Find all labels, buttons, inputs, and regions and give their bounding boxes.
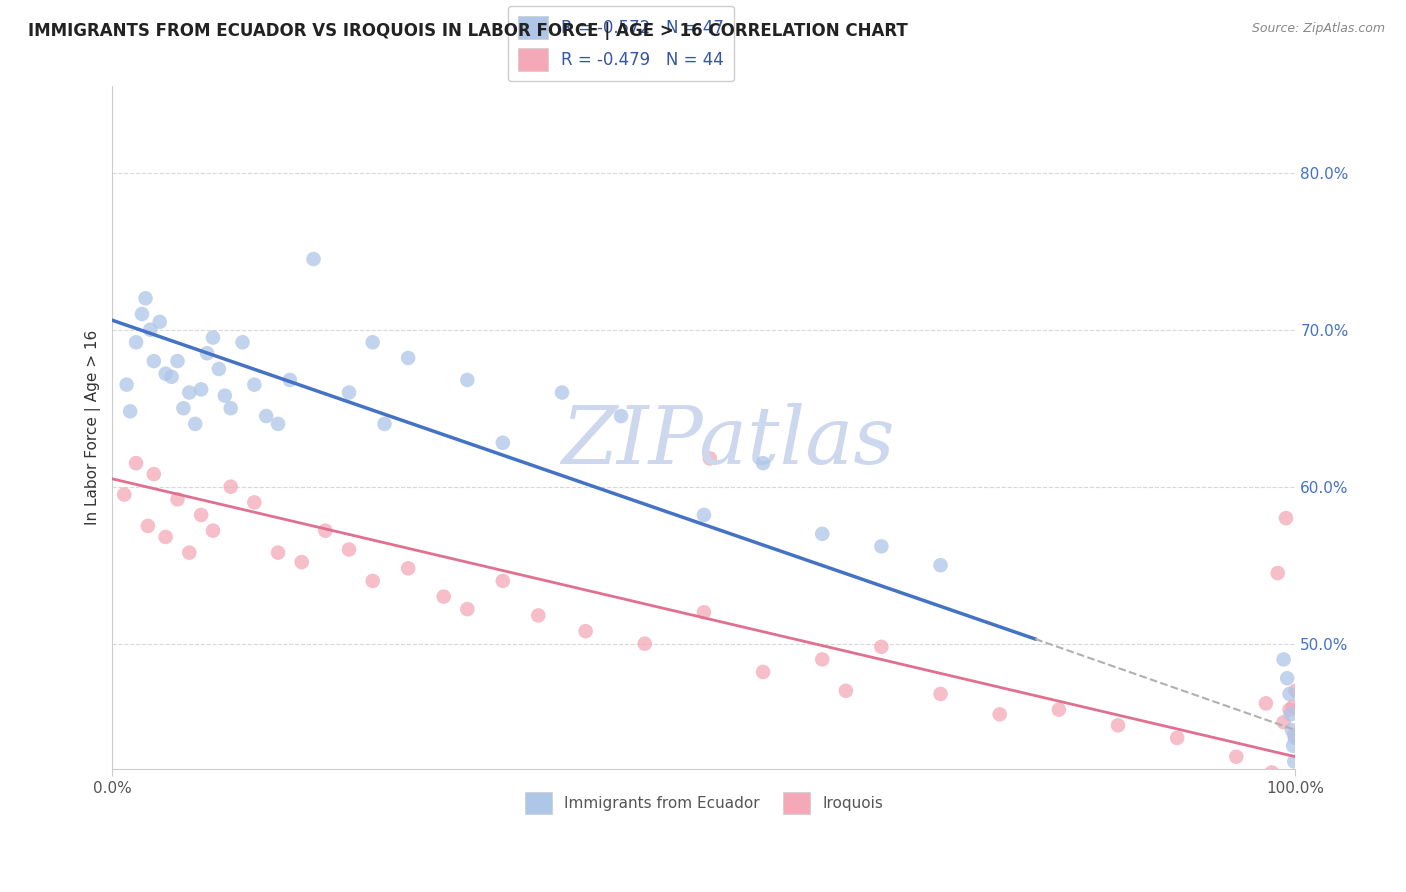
Point xyxy=(166,492,188,507)
Point xyxy=(699,451,721,466)
Point xyxy=(214,389,236,403)
Point xyxy=(1261,765,1284,780)
Point xyxy=(870,640,893,654)
Point xyxy=(693,605,716,619)
Point xyxy=(149,315,172,329)
Point xyxy=(1275,511,1298,525)
Y-axis label: In Labor Force | Age > 16: In Labor Force | Age > 16 xyxy=(86,330,101,525)
Point xyxy=(172,401,194,416)
Point xyxy=(610,409,633,423)
Point xyxy=(190,508,212,522)
Point xyxy=(136,519,159,533)
Point xyxy=(1047,703,1070,717)
Point xyxy=(243,495,266,509)
Point xyxy=(693,508,716,522)
Point xyxy=(373,417,395,431)
Point xyxy=(1282,699,1305,714)
Point xyxy=(201,330,224,344)
Point xyxy=(190,383,212,397)
Point xyxy=(361,574,384,588)
Point xyxy=(160,369,183,384)
Point xyxy=(396,351,419,365)
Point xyxy=(267,417,290,431)
Point xyxy=(492,435,515,450)
Point xyxy=(155,530,177,544)
Point xyxy=(254,409,277,423)
Point xyxy=(337,385,360,400)
Point xyxy=(125,456,148,470)
Point xyxy=(1284,683,1306,698)
Legend: Immigrants from Ecuador, Iroquois: Immigrants from Ecuador, Iroquois xyxy=(516,783,893,823)
Point xyxy=(219,401,242,416)
Point xyxy=(811,652,834,666)
Point xyxy=(1278,703,1301,717)
Point xyxy=(361,335,384,350)
Point xyxy=(120,404,142,418)
Point xyxy=(988,707,1011,722)
Point xyxy=(179,385,201,400)
Point xyxy=(456,373,478,387)
Point xyxy=(1279,707,1302,722)
Point xyxy=(243,377,266,392)
Point xyxy=(166,354,188,368)
Point xyxy=(1281,723,1303,737)
Point xyxy=(135,291,157,305)
Point xyxy=(492,574,515,588)
Point xyxy=(835,683,858,698)
Point xyxy=(314,524,336,538)
Point xyxy=(1254,697,1277,711)
Point xyxy=(1284,755,1306,769)
Point xyxy=(811,526,834,541)
Point xyxy=(634,637,657,651)
Point xyxy=(929,687,952,701)
Point xyxy=(551,385,574,400)
Point xyxy=(1282,739,1305,753)
Point xyxy=(201,524,224,538)
Point xyxy=(291,555,314,569)
Point xyxy=(302,252,325,266)
Point xyxy=(142,467,165,482)
Point xyxy=(112,487,135,501)
Point xyxy=(1225,749,1247,764)
Point xyxy=(396,561,419,575)
Point xyxy=(456,602,478,616)
Point xyxy=(1166,731,1188,745)
Point xyxy=(337,542,360,557)
Point xyxy=(1284,731,1306,745)
Point xyxy=(184,417,207,431)
Point xyxy=(155,367,177,381)
Point xyxy=(433,590,456,604)
Point xyxy=(527,608,550,623)
Point xyxy=(1267,566,1289,580)
Point xyxy=(142,354,165,368)
Point xyxy=(870,540,893,554)
Point xyxy=(232,335,254,350)
Point xyxy=(179,546,201,560)
Point xyxy=(1272,652,1295,666)
Point xyxy=(575,624,598,639)
Point xyxy=(752,456,775,470)
Text: ZIPatlas: ZIPatlas xyxy=(561,403,894,480)
Point xyxy=(208,362,231,376)
Point xyxy=(1107,718,1129,732)
Point xyxy=(1278,687,1301,701)
Text: Source: ZipAtlas.com: Source: ZipAtlas.com xyxy=(1251,22,1385,36)
Point xyxy=(929,558,952,573)
Point xyxy=(752,665,775,679)
Point xyxy=(195,346,218,360)
Point xyxy=(1284,728,1306,742)
Point xyxy=(115,377,138,392)
Point xyxy=(278,373,301,387)
Point xyxy=(139,323,162,337)
Point xyxy=(1272,715,1295,730)
Text: IMMIGRANTS FROM ECUADOR VS IROQUOIS IN LABOR FORCE | AGE > 16 CORRELATION CHART: IMMIGRANTS FROM ECUADOR VS IROQUOIS IN L… xyxy=(28,22,908,40)
Point xyxy=(219,480,242,494)
Point xyxy=(131,307,153,321)
Point xyxy=(267,546,290,560)
Point xyxy=(1275,671,1298,685)
Point xyxy=(125,335,148,350)
